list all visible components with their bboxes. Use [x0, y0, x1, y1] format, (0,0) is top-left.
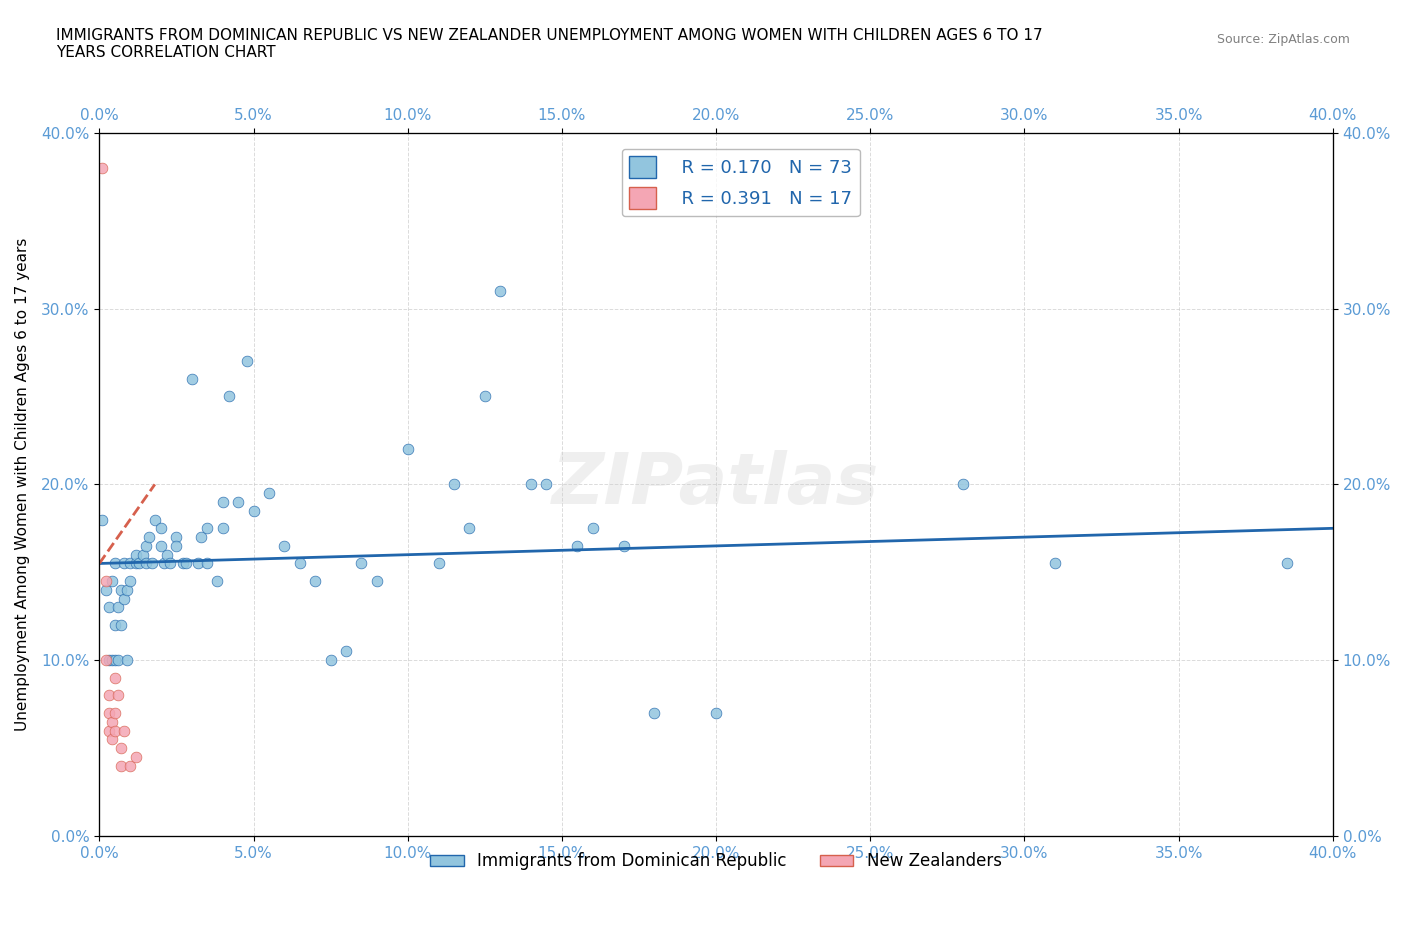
- Point: [100, 732, 122, 747]
- Point: [120, 556, 142, 571]
- Point: [165, 538, 187, 553]
- Point: [304, 574, 326, 589]
- Point: [100, 714, 122, 729]
- Point: [319, 653, 342, 668]
- Point: [366, 574, 388, 589]
- Point: [141, 556, 163, 571]
- Point: [97, 723, 120, 737]
- Point: [104, 706, 127, 721]
- Point: [443, 477, 465, 492]
- Point: [94, 582, 117, 597]
- Text: IMMIGRANTS FROM DOMINICAN REPUBLIC VS NEW ZEALANDER UNEMPLOYMENT AMONG WOMEN WIT: IMMIGRANTS FROM DOMINICAN REPUBLIC VS NE…: [56, 28, 1043, 60]
- Point: [174, 556, 197, 571]
- Text: Source: ZipAtlas.com: Source: ZipAtlas.com: [1216, 33, 1350, 46]
- Point: [582, 521, 605, 536]
- Point: [288, 556, 311, 571]
- Point: [135, 556, 157, 571]
- Point: [110, 758, 132, 773]
- Point: [120, 574, 142, 589]
- Point: [458, 521, 481, 536]
- Point: [110, 618, 132, 632]
- Point: [180, 371, 202, 386]
- Point: [257, 485, 280, 500]
- Point: [131, 547, 153, 562]
- Point: [94, 653, 117, 668]
- Point: [112, 591, 135, 606]
- Point: [91, 512, 114, 527]
- Text: ZIPatlas: ZIPatlas: [553, 450, 880, 519]
- Point: [273, 538, 295, 553]
- Point: [120, 758, 142, 773]
- Point: [107, 688, 129, 703]
- Point: [112, 723, 135, 737]
- Point: [125, 547, 148, 562]
- Point: [115, 582, 138, 597]
- Point: [205, 574, 228, 589]
- Legend: Immigrants from Dominican Republic, New Zealanders: Immigrants from Dominican Republic, New …: [423, 845, 1008, 877]
- Point: [236, 353, 259, 368]
- Point: [143, 512, 166, 527]
- Point: [115, 653, 138, 668]
- Point: [190, 530, 212, 545]
- Point: [187, 556, 209, 571]
- Point: [91, 161, 114, 176]
- Point: [97, 706, 120, 721]
- Point: [150, 521, 173, 536]
- Point: [104, 618, 127, 632]
- Point: [107, 600, 129, 615]
- Point: [474, 389, 496, 404]
- Point: [138, 530, 160, 545]
- Point: [94, 574, 117, 589]
- Point: [520, 477, 543, 492]
- Point: [125, 750, 148, 764]
- Point: [112, 556, 135, 571]
- Point: [211, 495, 233, 510]
- Point: [350, 556, 373, 571]
- Point: [335, 644, 357, 658]
- Point: [643, 706, 665, 721]
- Point: [100, 653, 122, 668]
- Point: [110, 582, 132, 597]
- Point: [128, 556, 150, 571]
- Point: [107, 653, 129, 668]
- Point: [195, 556, 218, 571]
- Point: [218, 389, 240, 404]
- Point: [97, 688, 120, 703]
- Point: [1275, 556, 1298, 571]
- Point: [150, 538, 173, 553]
- Y-axis label: Unemployment Among Women with Children Ages 6 to 17 years: Unemployment Among Women with Children A…: [15, 238, 30, 731]
- Point: [226, 495, 249, 510]
- Point: [396, 442, 419, 457]
- Point: [211, 521, 233, 536]
- Point: [104, 671, 127, 685]
- Point: [104, 556, 127, 571]
- Point: [97, 653, 120, 668]
- Point: [135, 538, 157, 553]
- Point: [952, 477, 974, 492]
- Point: [159, 556, 181, 571]
- Point: [104, 723, 127, 737]
- Point: [104, 653, 127, 668]
- Point: [125, 556, 148, 571]
- Point: [100, 574, 122, 589]
- Point: [489, 284, 512, 299]
- Point: [536, 477, 558, 492]
- Point: [427, 556, 450, 571]
- Point: [612, 538, 634, 553]
- Point: [1045, 556, 1067, 571]
- Point: [195, 521, 218, 536]
- Point: [110, 740, 132, 755]
- Point: [97, 600, 120, 615]
- Point: [153, 556, 176, 571]
- Point: [704, 706, 727, 721]
- Point: [172, 556, 194, 571]
- Point: [242, 503, 264, 518]
- Point: [165, 530, 187, 545]
- Point: [156, 547, 179, 562]
- Point: [567, 538, 589, 553]
